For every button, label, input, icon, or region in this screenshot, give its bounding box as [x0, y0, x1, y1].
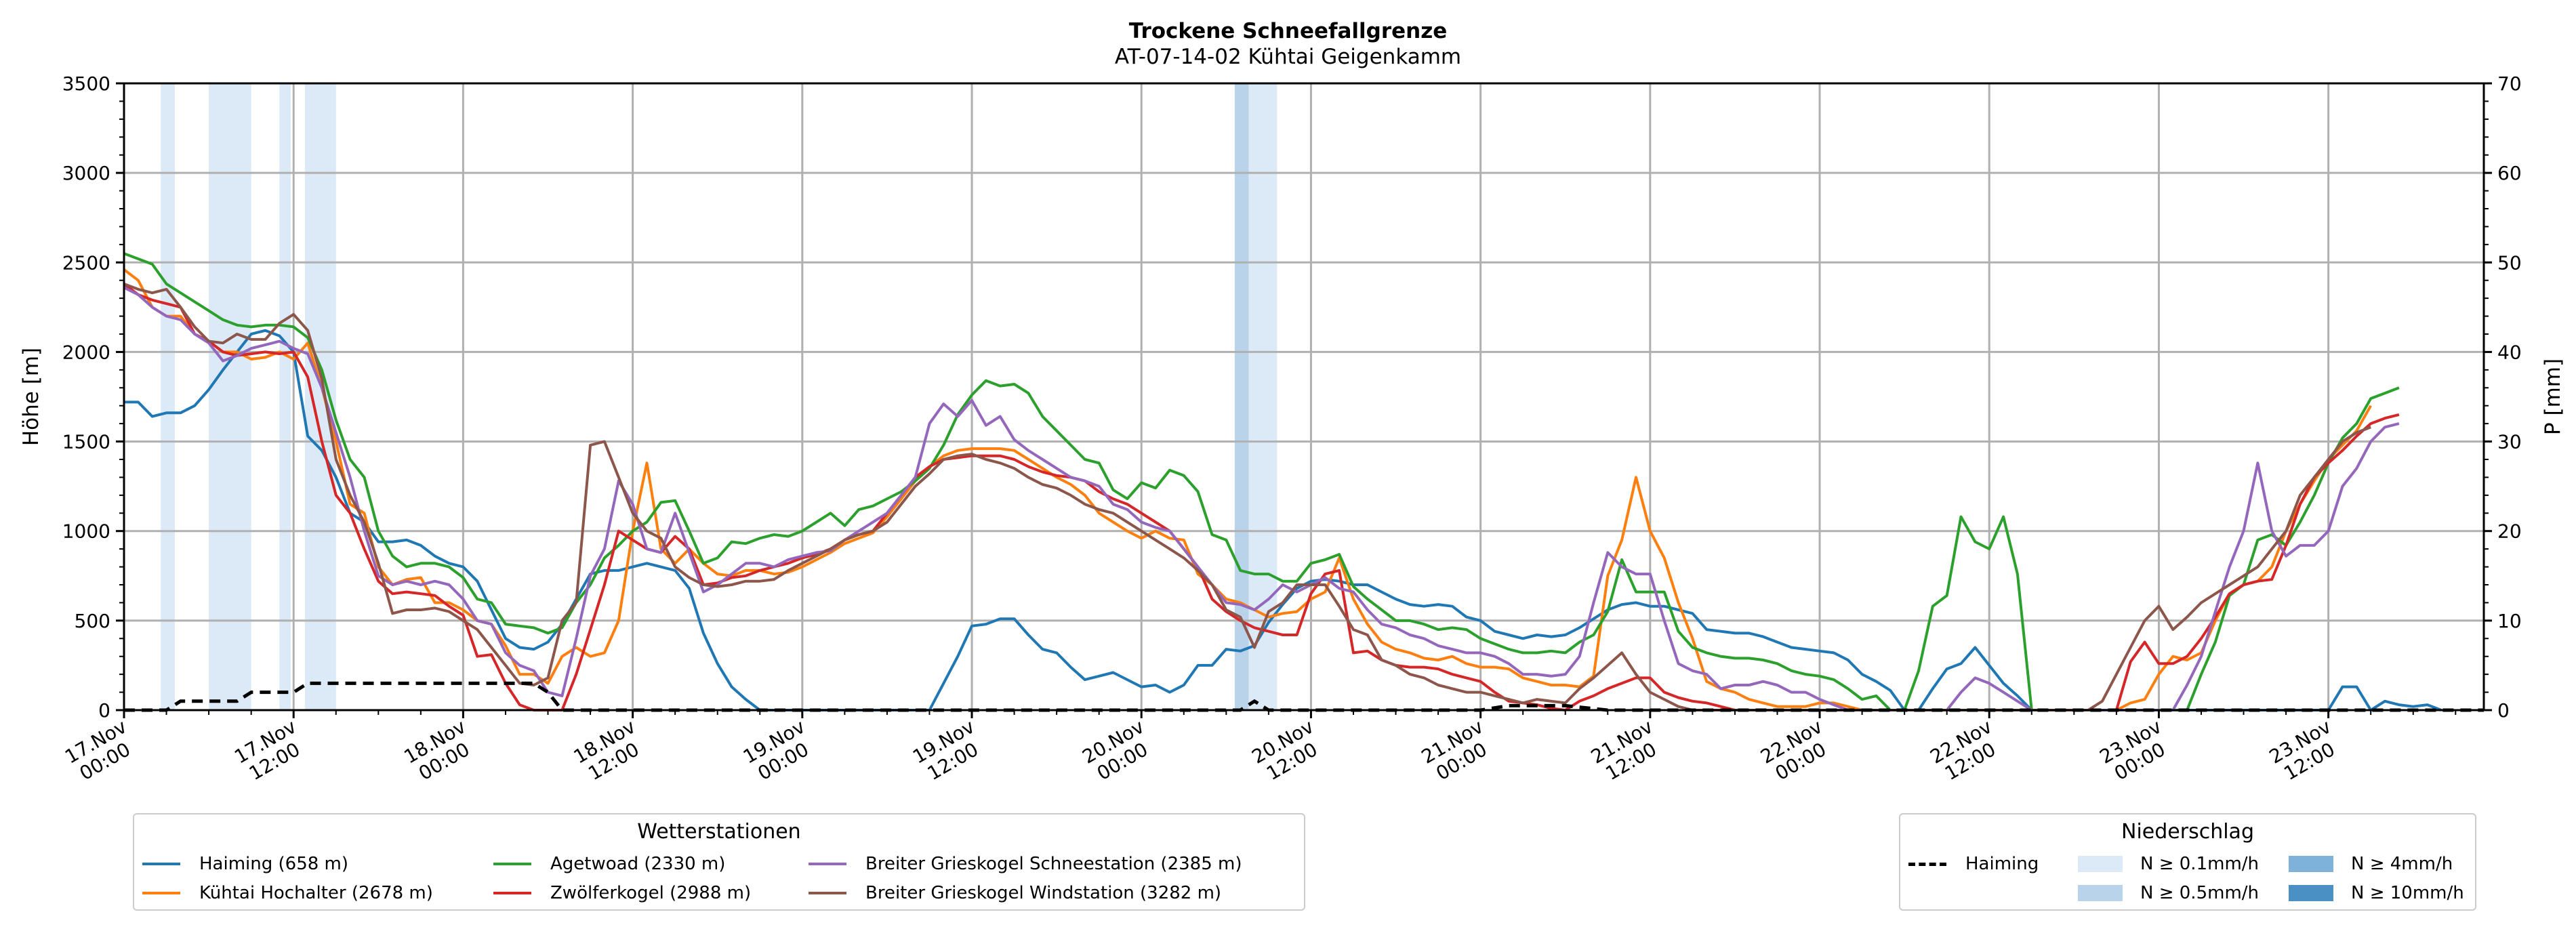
legend-stations-title: Wetterstationen: [637, 820, 801, 844]
legend-swatch: [493, 863, 531, 865]
x-tick-label: 20.Nov12:00: [1248, 715, 1328, 787]
x-tick-label: 23.Nov00:00: [2096, 715, 2176, 787]
precip-band: [209, 83, 251, 710]
legend-label: Breiter Grieskogel Schneestation (2385 m…: [865, 854, 1242, 874]
y2-tick-label: 30: [2497, 431, 2522, 453]
plot-frame: [123, 82, 2485, 711]
precip-band: [161, 83, 176, 710]
series-line: [123, 268, 2372, 711]
x-tick-label: 22.Nov12:00: [1926, 715, 2006, 787]
legend-label: N ≥ 4mm/h: [2351, 854, 2453, 874]
x-tick-label: 18.Nov00:00: [401, 715, 481, 787]
precip-band: [1248, 83, 1277, 710]
x-tick-label: 18.Nov12:00: [570, 715, 650, 787]
x-tick-label: 21.Nov12:00: [1587, 715, 1667, 787]
legend-swatch: [493, 892, 531, 894]
legend-label: N ≥ 10mm/h: [2351, 883, 2464, 903]
legend-swatch: [809, 863, 846, 865]
legend-precip-title: Niederschlag: [2121, 820, 2254, 844]
legend-label: Haiming: [1965, 854, 2039, 874]
legend-label: N ≥ 0.1mm/h: [2140, 854, 2260, 874]
legend-item-n05: N ≥ 0.5mm/h: [2078, 883, 2259, 903]
legend-swatch: [1908, 862, 1946, 866]
legend-item-haiming: Haiming (658 m): [142, 854, 348, 874]
legend-item-haiming-precip: Haiming: [1908, 854, 2039, 874]
precip-band: [279, 83, 291, 710]
y2-tick-label: 50: [2497, 251, 2522, 274]
x-tick-label: 19.Nov12:00: [909, 715, 989, 787]
y2-axis-label: P [mm]: [2541, 358, 2565, 435]
legend-swatch: [809, 892, 846, 894]
legend-stations: Wetterstationen Haiming (658 m) Kühtai H…: [133, 813, 1305, 911]
y-tick-label: 2000: [62, 341, 110, 363]
y2-tick-label: 20: [2497, 520, 2522, 543]
y2-tick-label: 70: [2497, 73, 2522, 95]
y-tick-label: 3000: [62, 162, 110, 184]
legend-item-grieskogel-wind: Breiter Grieskogel Windstation (3282 m): [809, 883, 1221, 903]
y2-tick-label: 0: [2497, 699, 2510, 722]
legend-item-n10: N ≥ 10mm/h: [2289, 883, 2464, 903]
y-tick-label: 0: [98, 699, 110, 722]
legend-precip: Niederschlag Haiming N ≥ 0.1mm/h N ≥ 0.5…: [1899, 813, 2476, 911]
legend-label: N ≥ 0.5mm/h: [2140, 883, 2260, 903]
legend-swatch: [2078, 856, 2123, 872]
legend-item-zwoelferkogel: Zwölferkogel (2988 m): [493, 883, 751, 903]
x-tick-label: 23.Nov12:00: [2266, 715, 2346, 787]
legend-swatch: [142, 892, 180, 894]
precip-band: [304, 83, 336, 710]
series-line: [124, 329, 2442, 711]
series-line: [123, 283, 2371, 711]
x-tick-label: 17.Nov12:00: [230, 715, 310, 787]
y-tick-label: 2500: [62, 251, 110, 274]
x-tick-label: 20.Nov00:00: [1078, 715, 1158, 787]
y-tick-label: 1500: [62, 431, 110, 453]
y-tick-label: 500: [75, 610, 110, 632]
legend-label: Zwölferkogel (2988 m): [550, 883, 752, 903]
y-tick-label: 1000: [62, 520, 110, 543]
legend-item-n01: N ≥ 0.1mm/h: [2078, 854, 2259, 874]
y-tick-label: 3500: [62, 73, 110, 95]
x-tick-label: 22.Nov00:00: [1757, 715, 1837, 787]
legend-item-grieskogel-schnee: Breiter Grieskogel Schneestation (2385 m…: [809, 854, 1242, 874]
y2-tick-label: 40: [2497, 341, 2522, 363]
x-tick-label: 19.Nov00:00: [739, 715, 819, 787]
legend-item-kuehtai: Kühtai Hochalter (2678 m): [142, 883, 433, 903]
y2-tick-label: 10: [2497, 610, 2522, 632]
chart-title: Trockene Schneefallgrenze: [1128, 19, 1448, 43]
legend-swatch: [142, 863, 180, 865]
precip-band: [1234, 83, 1249, 710]
legend-swatch: [2289, 885, 2333, 901]
y-axis-label: Höhe [m]: [19, 348, 43, 446]
legend-label: Breiter Grieskogel Windstation (3282 m): [865, 883, 1222, 903]
legend-label: Agetwoad (2330 m): [550, 854, 726, 874]
legend-label: Haiming (658 m): [199, 854, 349, 874]
legend-item-agetwoad: Agetwoad (2330 m): [493, 854, 725, 874]
legend-label: Kühtai Hochalter (2678 m): [199, 883, 433, 903]
legend-swatch: [2289, 856, 2333, 872]
legend-item-n4: N ≥ 4mm/h: [2289, 854, 2453, 874]
y2-tick-label: 60: [2497, 162, 2522, 184]
legend-swatch: [2078, 885, 2123, 901]
x-tick-label: 17.Nov00:00: [61, 715, 141, 787]
precip-haiming-line: [124, 681, 2484, 712]
x-tick-label: 21.Nov00:00: [1418, 715, 1498, 787]
chart-subtitle: AT-07-14-02 Kühtai Geigenkamm: [1114, 45, 1462, 69]
